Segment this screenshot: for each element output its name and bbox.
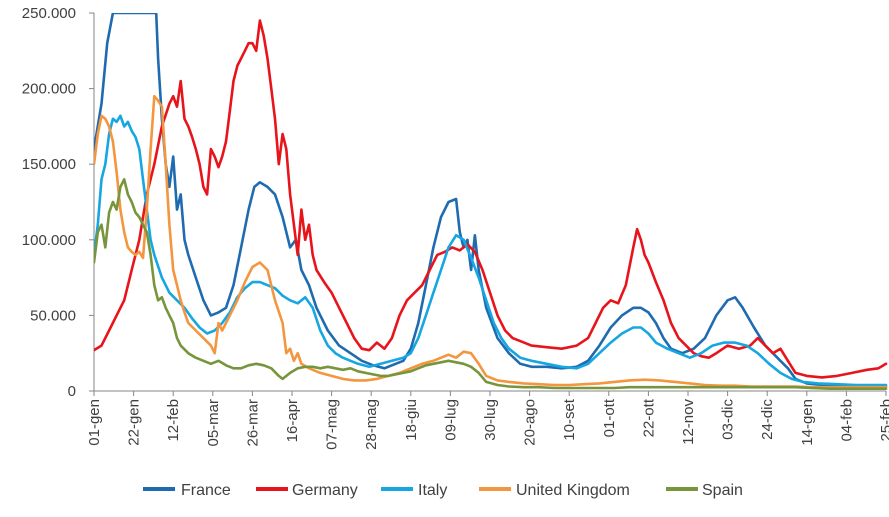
x-tick-label: 07-mag	[324, 399, 341, 450]
y-tick-label: 100.000	[22, 232, 76, 249]
series-line-united-kingdom	[94, 94, 888, 389]
y-tick-label: 50.000	[30, 307, 76, 324]
x-tick-label: 16-apr	[284, 399, 301, 442]
x-tick-label: 09-lug	[442, 399, 459, 441]
x-tick-label: 12-feb	[165, 399, 182, 442]
x-tick-label: 30-lug	[482, 399, 499, 441]
x-tick-label: 22-gen	[126, 399, 143, 446]
series-line-italy	[94, 114, 888, 387]
x-tick-label: 01-gen	[86, 399, 103, 446]
y-tick-label: 150.000	[22, 156, 76, 173]
legend-label-united-kingdom: United Kingdom	[516, 482, 630, 499]
x-tick-label: 22-ott	[640, 398, 657, 437]
y-tick-label: 0	[68, 383, 76, 400]
x-tick-label: 10-set	[561, 398, 578, 441]
legend: France Germany Italy United Kingdom Spain	[143, 482, 743, 499]
x-tick-label: 04-feb	[838, 399, 855, 442]
x-tick-label: 20-ago	[522, 399, 539, 446]
plot-area: 0 50.000 100.000 150.000 200.000 250.000 01-g…	[22, 5, 889, 450]
x-tick-label: 28-mag	[363, 399, 380, 450]
legend-label-france: France	[181, 482, 231, 499]
series-line-spain	[94, 178, 888, 390]
x-tick-label: 24-dic	[759, 399, 776, 440]
y-tick-label: 200.000	[22, 81, 76, 98]
x-tick-label: 26-mar	[244, 399, 261, 447]
y-tick-labels: 0 50.000 100.000 150.000 200.000 250.000	[22, 5, 94, 400]
y-tick-label: 250.000	[22, 5, 76, 22]
legend-label-spain: Spain	[702, 482, 743, 499]
x-tick-label: 01-ott	[601, 398, 618, 437]
x-tick-labels: 01-gen 22-gen 12-feb 05-mar 26-mar 16-apr 07-m…	[86, 391, 889, 450]
x-tick-label: 18-giu	[403, 399, 420, 441]
series-line-france	[94, 13, 888, 388]
x-tick-label: 03-dic	[720, 399, 737, 440]
legend-label-italy: Italy	[418, 482, 447, 499]
x-tick-label: 12-nov	[680, 399, 697, 445]
x-tick-label: 25-feb	[878, 399, 889, 442]
legend-label-germany: Germany	[292, 482, 358, 499]
x-tick-label: 14-gen	[799, 399, 816, 446]
series-lines	[94, 13, 888, 390]
series-line-germany	[94, 19, 888, 379]
x-tick-label: 05-mar	[205, 399, 222, 447]
